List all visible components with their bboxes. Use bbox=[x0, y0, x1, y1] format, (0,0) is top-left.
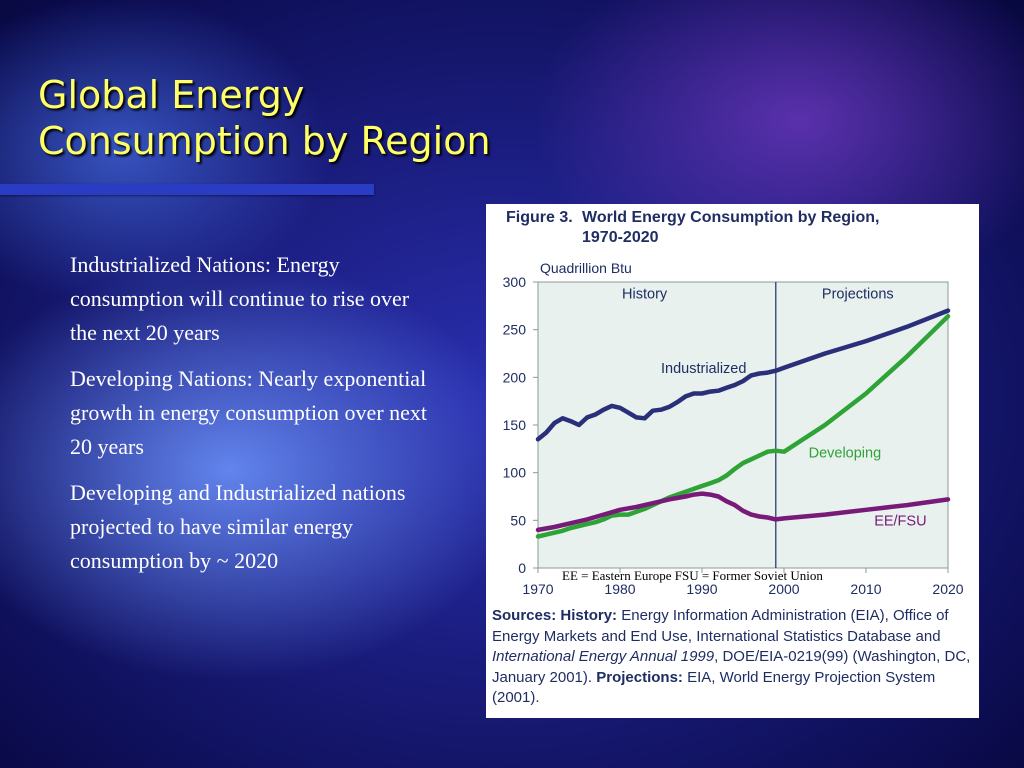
energy-line-chart: 0 50 100 150 200 250 300 1970 1980 1990 2000 2010 20… bbox=[503, 260, 964, 597]
slide-title-line-2: Consumption by Region bbox=[38, 119, 491, 163]
series-line-ee_fsu bbox=[535, 491, 951, 533]
history-source-citation: , DOE/EIA-0219(99) (Washington, DC, Janu… bbox=[492, 648, 971, 686]
y-tick-label: 150 bbox=[503, 417, 527, 433]
x-tick-label: 1980 bbox=[604, 581, 635, 597]
x-tick-label: 2020 bbox=[932, 581, 963, 597]
title-underline-bar bbox=[0, 184, 374, 195]
y-tick-label: 100 bbox=[503, 465, 527, 481]
series-label-industrialized: Industrialized bbox=[661, 361, 746, 377]
figure-title-line-1: World Energy Consumption by Region, bbox=[582, 209, 880, 226]
bullet-similar-consumption: Developing and Industrialized nations pr… bbox=[70, 480, 406, 573]
y-tick-label: 0 bbox=[518, 560, 526, 576]
bullet-list: Industrialized Nations: Energy consumpti… bbox=[70, 248, 430, 590]
series-label-ee_fsu: EE/FSU bbox=[874, 513, 926, 529]
figure-number: Figure 3. bbox=[506, 209, 573, 226]
projections-source-label: Projections: bbox=[596, 668, 683, 686]
annotation-projections: Projections bbox=[822, 286, 894, 302]
annotation-history: History bbox=[622, 286, 668, 302]
history-source-label: History: bbox=[560, 607, 618, 624]
abbreviation-note: EE = Eastern Europe FSU = Former Soviet … bbox=[562, 568, 823, 583]
figure-title-line-2: 1970-2020 bbox=[582, 229, 659, 246]
slide-title: Global Energy Consumption by Region bbox=[38, 72, 491, 164]
y-tick-label: 250 bbox=[503, 322, 527, 338]
x-tick-label: 2010 bbox=[850, 581, 881, 597]
series-line-developing bbox=[535, 314, 951, 539]
series-line-industrialized bbox=[535, 308, 951, 442]
series-label-developing: Developing bbox=[809, 446, 882, 462]
x-tick-label: 1970 bbox=[522, 581, 553, 597]
sources-label: Sources: bbox=[492, 607, 557, 624]
bullet-developing: Developing Nations: Nearly exponential g… bbox=[70, 366, 428, 459]
x-tick-label: 1990 bbox=[686, 581, 717, 597]
y-axis-unit-label: Quadrillion Btu bbox=[540, 260, 632, 276]
y-tick-label: 200 bbox=[503, 369, 527, 385]
bullet-industrialized: Industrialized Nations: Energy consumpti… bbox=[70, 252, 410, 345]
x-tick-label: 2000 bbox=[768, 581, 799, 597]
history-source-text: Energy Information Administration (EIA),… bbox=[492, 607, 949, 645]
y-tick-label: 300 bbox=[503, 274, 527, 290]
figure-sources: Sources: History: Energy Information Adm… bbox=[492, 606, 974, 709]
y-tick-label: 50 bbox=[510, 512, 526, 528]
projections-source-text: EIA, World Energy Projection System (200… bbox=[492, 668, 936, 707]
energy-chart-figure: Figure 3. World Energy Consumption by Reg… bbox=[486, 204, 979, 718]
history-source-publication: International Energy Annual 1999 bbox=[492, 648, 715, 665]
slide-title-line-1: Global Energy bbox=[38, 73, 305, 117]
figure-title: Figure 3. World Energy Consumption by Reg… bbox=[506, 208, 879, 248]
